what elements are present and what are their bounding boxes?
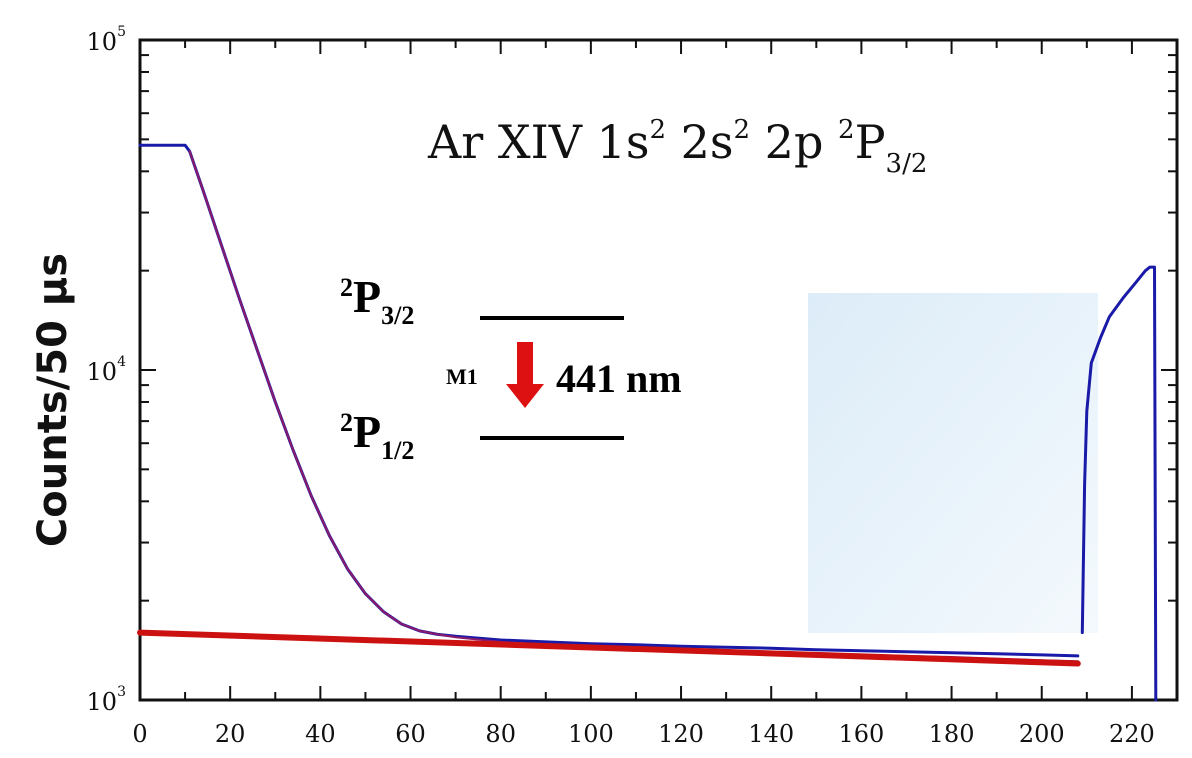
x-tick-label: 160 (838, 720, 884, 748)
upper-level-sub: 3/2 (381, 301, 414, 330)
x-tick-label: 20 (215, 720, 246, 748)
x-tick-label: 80 (485, 720, 516, 748)
y-tick-label: 105 (87, 24, 126, 56)
chart-title: Ar XIV 1s2 2s2 2p 2P3/2 (427, 115, 927, 179)
title-mid-1: 2s (666, 115, 734, 169)
x-tick-label: 0 (132, 720, 147, 748)
energy-level-diagram: 2P3/2 M1 441 nm 2P1/2 (340, 271, 682, 465)
title-prefix: Ar XIV 1s (427, 115, 649, 169)
x-tick-label: 200 (1019, 720, 1065, 748)
lower-level-sub: 1/2 (381, 436, 414, 465)
x-tick-label: 140 (748, 720, 794, 748)
x-tick-label: 120 (658, 720, 704, 748)
transition-arrow-icon (506, 342, 544, 408)
title-sup-3: 2 (838, 115, 855, 145)
series-line-data-1 (1080, 265, 1158, 702)
upper-level-label: 2P3/2 (340, 271, 414, 330)
transition-type-label: M1 (446, 364, 478, 389)
title-sub: 3/2 (886, 149, 928, 179)
y-tick-label: 103 (87, 684, 126, 716)
y-tick-label: 104 (87, 354, 127, 386)
shaded-box (808, 293, 1098, 633)
upper-level-pre: 2 (340, 273, 353, 302)
series-layer (137, 143, 1158, 702)
wavelength-label: 441 nm (556, 356, 682, 401)
x-axis-ticks: 0 20 40 60 80 100 120 140 160 180 200 220 (132, 40, 1155, 748)
title-sup-2: 2 (734, 115, 751, 145)
title-main: P (855, 115, 886, 169)
y-axis-label: Counts/50 µs (30, 253, 76, 547)
x-tick-label: 220 (1109, 720, 1155, 748)
x-tick-label: 60 (395, 720, 426, 748)
title-mid-2: 2p (750, 115, 838, 169)
y-axis-ticks: 103 104 105 (87, 24, 1177, 716)
x-tick-label: 180 (929, 720, 975, 748)
lower-level-main: P (353, 406, 381, 457)
title-sup-1: 2 (649, 115, 666, 145)
x-tick-label: 40 (305, 720, 336, 748)
x-tick-label: 100 (568, 720, 614, 748)
upper-level-main: P (353, 271, 381, 322)
series-line-background-3 (137, 629, 1081, 667)
lower-level-label: 2P1/2 (340, 406, 414, 465)
lower-level-pre: 2 (340, 408, 353, 437)
